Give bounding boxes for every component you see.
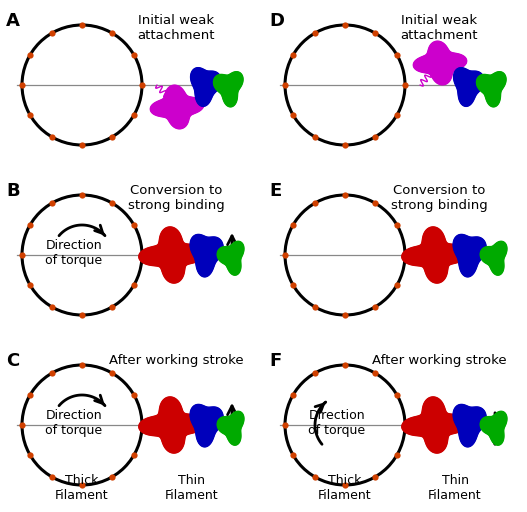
Polygon shape: [476, 72, 506, 107]
Polygon shape: [480, 411, 507, 445]
Text: E: E: [269, 182, 281, 200]
Polygon shape: [480, 241, 507, 275]
Text: Conversion to
strong binding: Conversion to strong binding: [128, 184, 225, 211]
Text: After working stroke: After working stroke: [109, 354, 243, 367]
Polygon shape: [190, 404, 223, 447]
Text: Conversion to
strong binding: Conversion to strong binding: [391, 184, 487, 211]
Polygon shape: [413, 41, 467, 85]
Text: Thin
Filament: Thin Filament: [165, 474, 219, 502]
Text: B: B: [6, 182, 19, 200]
Polygon shape: [402, 227, 468, 283]
Text: Initial weak
attachment: Initial weak attachment: [138, 14, 215, 41]
Text: Thin
Filament: Thin Filament: [428, 474, 482, 502]
Polygon shape: [139, 227, 205, 283]
Polygon shape: [191, 68, 221, 106]
Text: Initial weak
attachment: Initial weak attachment: [401, 14, 478, 41]
Text: Direction
of torque: Direction of torque: [45, 239, 103, 267]
Polygon shape: [453, 404, 486, 447]
Polygon shape: [402, 397, 468, 453]
Polygon shape: [454, 68, 484, 106]
Polygon shape: [453, 234, 486, 277]
Text: D: D: [269, 12, 284, 30]
Text: Thick
Filament: Thick Filament: [318, 474, 372, 502]
Text: Direction
of torque: Direction of torque: [308, 409, 366, 437]
Text: After working stroke: After working stroke: [372, 354, 506, 367]
Text: Direction
of torque: Direction of torque: [45, 409, 103, 437]
Text: F: F: [269, 352, 281, 370]
Text: A: A: [6, 12, 20, 30]
Polygon shape: [217, 411, 244, 445]
Polygon shape: [213, 72, 243, 107]
Polygon shape: [190, 234, 223, 277]
Text: Thick
Filament: Thick Filament: [55, 474, 109, 502]
Polygon shape: [217, 241, 244, 275]
Polygon shape: [139, 397, 205, 453]
Polygon shape: [150, 85, 203, 129]
Text: C: C: [6, 352, 19, 370]
